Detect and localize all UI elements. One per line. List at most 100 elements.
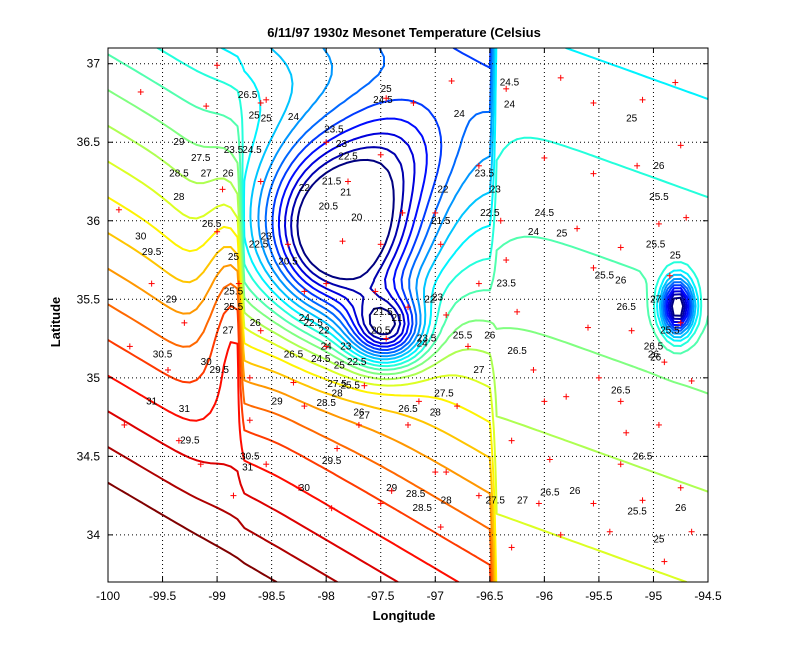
contour-label: 26 — [569, 486, 581, 497]
contour-label: 26.5 — [284, 349, 304, 360]
contour-line-26 — [108, 124, 708, 493]
station-marker — [655, 421, 662, 428]
contour-label: 27.5 — [486, 495, 506, 506]
contour-label: 27 — [201, 169, 213, 180]
contour-label: 29.5 — [322, 456, 342, 467]
axis-ticks: -100 -99.5 -99 -98.5 -98 -97.5 -97 -96.5 -96 -95.… — [77, 48, 722, 603]
contour-line-30 — [108, 410, 399, 582]
station-marker — [214, 62, 221, 69]
contour-label: 30.5 — [240, 451, 260, 462]
x-tick-label: -96 — [536, 589, 554, 603]
contour-label: 24.5 — [500, 78, 520, 89]
contour-label: 31 — [242, 462, 254, 473]
station-marker — [126, 343, 133, 350]
station-marker — [448, 77, 455, 84]
contour-label: 22 — [437, 184, 449, 195]
contour-label: 26.5 — [398, 404, 418, 415]
contour-label: 26 — [353, 407, 365, 418]
y-tick-label: 34.5 — [77, 449, 101, 463]
y-tick-label: 36.5 — [77, 135, 101, 149]
contour-label: 23.5 — [475, 169, 495, 180]
contour-line-31 — [108, 481, 278, 582]
x-tick-label: -100 — [96, 589, 120, 603]
station-marker — [323, 139, 330, 146]
x-tick-label: -99.5 — [149, 589, 177, 603]
contour-label: 28 — [332, 389, 344, 400]
station-marker — [530, 366, 537, 373]
station-marker — [388, 487, 395, 494]
station-marker — [634, 162, 641, 169]
station-marker — [475, 492, 482, 499]
station-marker — [437, 524, 444, 531]
plot-frame — [107, 47, 709, 583]
contour-label: 25.5 — [646, 239, 666, 250]
contour-label: 25.5 — [340, 381, 360, 392]
contour-line-21.5 — [277, 117, 690, 348]
station-marker — [514, 308, 521, 315]
contour-label: 27.5 — [191, 153, 211, 164]
station-marker — [590, 99, 597, 106]
station-marker — [497, 217, 504, 224]
x-tick-label: -98.5 — [258, 589, 286, 603]
station-marker — [328, 505, 335, 512]
station-marker — [405, 421, 411, 428]
station-marker — [535, 500, 542, 507]
y-axis-label: Latitude — [48, 297, 63, 348]
station-marker — [443, 469, 450, 476]
y-tick-label: 35 — [87, 371, 101, 385]
station-marker — [345, 178, 351, 185]
station-marker — [301, 403, 308, 410]
contour-label: 27 — [359, 411, 371, 422]
contour-label: 25 — [228, 252, 240, 263]
contour-labels: 2524.524.5242423.52322.52221.52120.52020… — [135, 78, 687, 546]
station-marker — [339, 238, 346, 245]
contour-label: 23.5 — [496, 279, 516, 290]
contour-line-26.5 — [108, 160, 688, 582]
station-marker — [585, 324, 591, 331]
contour-label: 31 — [179, 404, 191, 415]
contour-line-21 — [284, 132, 688, 345]
station-marker — [672, 79, 679, 86]
contour-label: 28.5 — [406, 489, 426, 500]
x-tick-label: -97 — [427, 589, 445, 603]
contour-label: 25.5 — [453, 330, 473, 341]
station-marker — [197, 461, 204, 468]
contour-label: 30 — [299, 483, 311, 494]
y-tick-label: 35.5 — [77, 292, 101, 306]
station-marker — [432, 209, 439, 216]
station-marker — [246, 417, 253, 424]
contour-label: 26 — [675, 503, 687, 514]
contour-line-24.5 — [156, 48, 708, 368]
station-marker — [257, 99, 264, 106]
contour-label: 29.5 — [210, 365, 230, 376]
contour-label: 24 — [454, 109, 466, 120]
contour-label: 24.5 — [311, 354, 331, 365]
contour-label: 26.5 — [633, 451, 653, 462]
station-marker — [655, 220, 662, 227]
y-tick-label: 36 — [87, 214, 101, 228]
contour-label: 26.5 — [611, 385, 631, 396]
contour-label: 23 — [261, 231, 273, 242]
contour-label: 26 — [615, 275, 627, 286]
contour-label: 24.5 — [373, 95, 393, 106]
contour-label: 24.5 — [242, 145, 262, 156]
contour-label: 26.5 — [202, 219, 222, 230]
station-marker — [383, 335, 390, 342]
station-marker — [574, 225, 581, 232]
station-marker — [115, 206, 122, 213]
contour-label: 25.5 — [660, 326, 680, 337]
station-marker — [377, 241, 384, 248]
contour-label: 21 — [340, 187, 352, 198]
contour-label: 27 — [473, 365, 485, 376]
station-marker — [230, 492, 237, 499]
contour-label: 26 — [648, 349, 660, 360]
contour-label: 29 — [166, 294, 178, 305]
contour-label: 22.5 — [303, 318, 323, 329]
contour-line-23 — [257, 48, 695, 358]
station-marker — [503, 257, 510, 264]
contour-label: 23.5 — [224, 145, 244, 156]
contour-line-25 — [108, 53, 708, 371]
station-marker — [595, 374, 602, 381]
station-marker — [617, 461, 624, 468]
